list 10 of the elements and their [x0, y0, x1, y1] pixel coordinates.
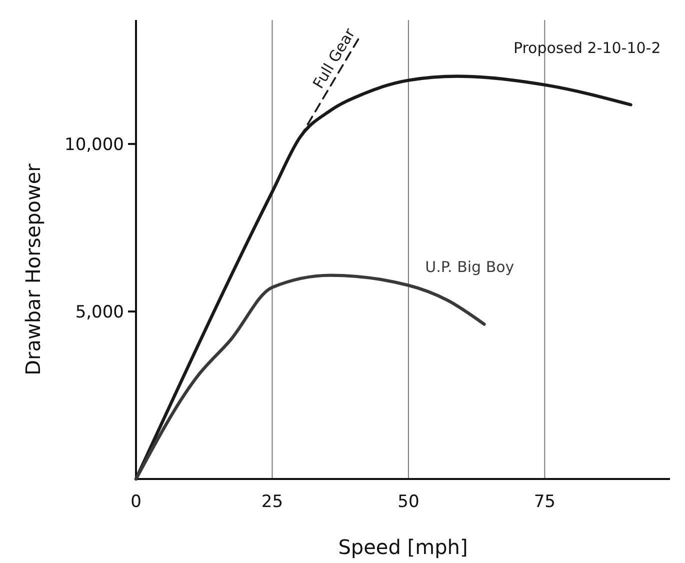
y-axis-title: Drawbar Horsepower	[21, 162, 45, 376]
x-tick-label: 0	[130, 492, 142, 512]
line-series	[134, 274, 486, 481]
x-tick-label: 75	[534, 492, 556, 512]
x-tick-label: 50	[398, 492, 420, 512]
x-tick-label: 25	[261, 492, 284, 512]
y-tick-label: 5,000	[75, 302, 124, 322]
series-label: U.P. Big Boy	[425, 258, 514, 276]
x-axis-title: Speed [mph]	[338, 535, 468, 559]
y-tick-label: 10,000	[64, 134, 124, 155]
